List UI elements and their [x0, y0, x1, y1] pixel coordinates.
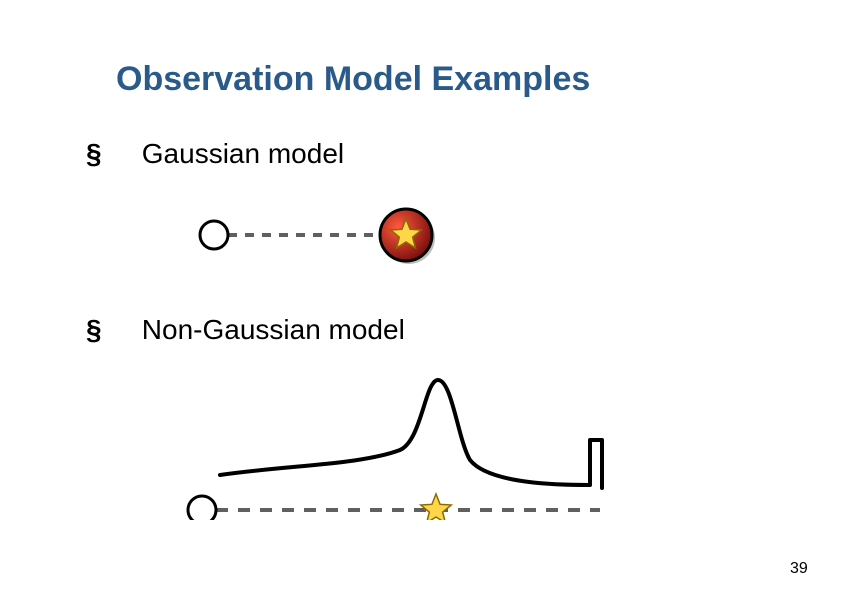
page-number: 39 — [790, 560, 808, 578]
nongaussian-diagram — [170, 360, 610, 520]
bullet-gaussian: § Gaussian model — [86, 138, 344, 170]
gaussian-svg — [190, 200, 450, 270]
bullet-glyph: § — [86, 138, 134, 170]
slide: Observation Model Examples § Gaussian mo… — [0, 0, 842, 595]
bullet-glyph: § — [86, 314, 134, 346]
nongaussian-svg — [170, 360, 610, 520]
slide-title: Observation Model Examples — [116, 60, 590, 99]
bullet-label: Non-Gaussian model — [142, 314, 405, 346]
gaussian-diagram — [190, 200, 450, 270]
bullet-label: Gaussian model — [142, 138, 344, 170]
bullet-nongaussian: § Non-Gaussian model — [86, 314, 405, 346]
